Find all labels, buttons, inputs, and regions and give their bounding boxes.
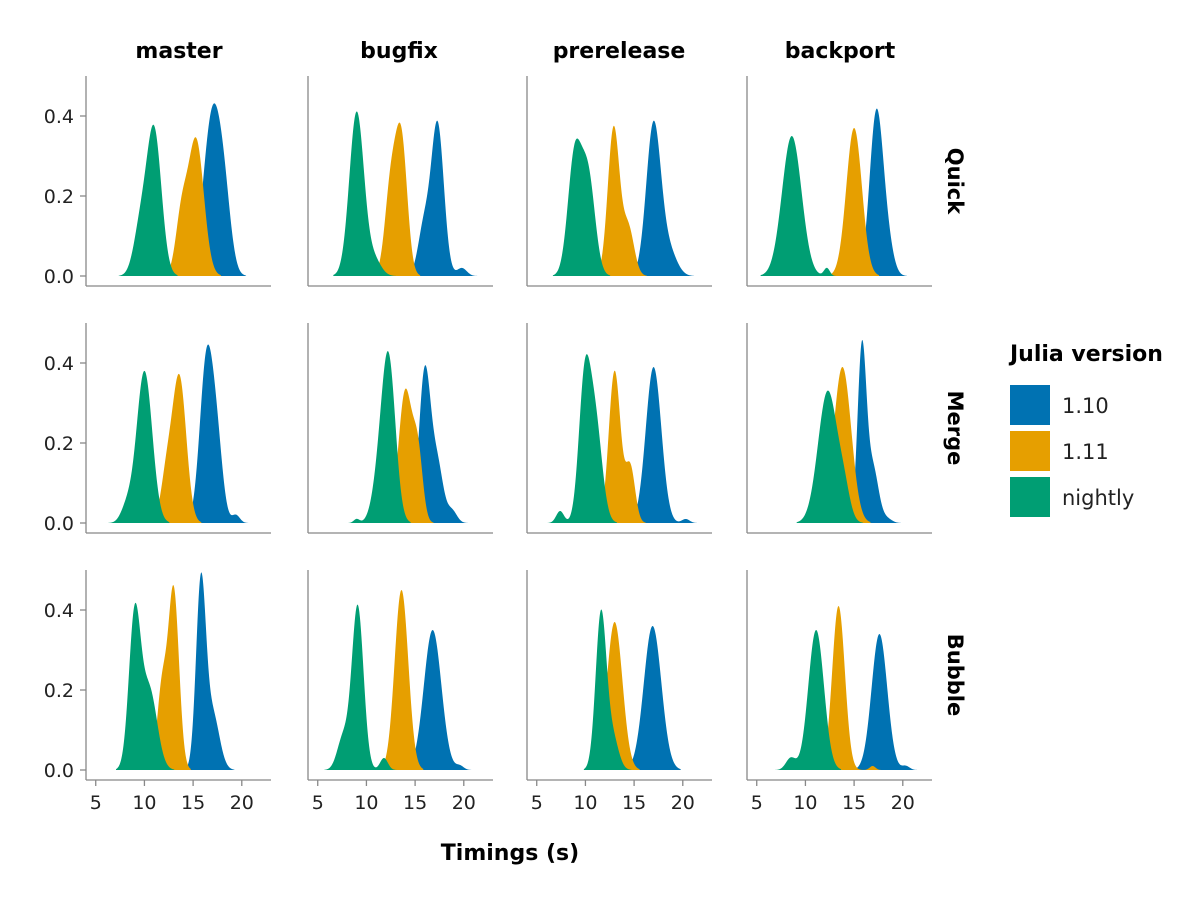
density-nightly-merge-prerelease: [547, 354, 617, 523]
density-1-11-quick-bugfix: [372, 122, 421, 276]
density-1-10-merge-prerelease: [628, 367, 699, 523]
density-nightly-bubble-bugfix: [324, 604, 397, 770]
panel-quick-master: 0.0 0.2 0.4: [44, 76, 271, 288]
x-tick-label: 10: [132, 792, 156, 814]
density-nightly-quick-master: [118, 124, 178, 276]
panel-quick-bugfix: [307, 76, 493, 287]
panel-bubble-bugfix: 5 10 15 20: [307, 570, 493, 814]
legend-label-nightly: nightly: [1062, 486, 1134, 510]
x-tick-label: 15: [622, 792, 646, 814]
panel-merge-master: 0.0 0.2 0.4: [44, 323, 271, 535]
density-1-10-bubble-master: [185, 572, 235, 770]
panel-bubble-backport: 5 10 15 20: [746, 570, 932, 814]
legend-label-1-10: 1.10: [1062, 394, 1109, 418]
density-nightly-quick-prerelease: [552, 138, 611, 276]
x-tick-label: 15: [181, 792, 205, 814]
column-title-prerelease: prerelease: [553, 39, 686, 64]
legend: Julia version 1.10 1.11 nightly: [1008, 342, 1163, 517]
column-titles: master bugfix prerelease backport: [135, 39, 895, 64]
y-tick-label: 0.0: [44, 513, 74, 535]
legend-swatch-1-11: [1010, 431, 1050, 471]
x-tick-label: 20: [671, 792, 695, 814]
x-tick-label: 20: [230, 792, 254, 814]
y-tick-label: 0.4: [44, 353, 74, 375]
y-tick-label: 0.4: [44, 106, 74, 128]
density-nightly-bubble-master: [115, 602, 175, 770]
row-titles: Quick Merge Bubble: [943, 148, 967, 716]
panel-bubble-prerelease: 5 10 15 20: [526, 570, 712, 814]
density-nightly-bubble-prerelease: [583, 609, 632, 770]
y-tick-label: 0.2: [44, 680, 74, 702]
x-tick-label: 10: [793, 792, 817, 814]
x-tick-label: 10: [354, 792, 378, 814]
x-tick-label: 15: [403, 792, 427, 814]
legend-swatch-nightly: [1010, 477, 1050, 517]
density-1-11-quick-master: [162, 137, 221, 276]
row-title-quick: Quick: [943, 148, 967, 215]
panel-quick-backport: [746, 76, 932, 287]
legend-items: 1.10 1.11 nightly: [1010, 385, 1134, 517]
density-1-11-quick-prerelease: [594, 125, 647, 276]
density-1-10-merge-backport: [847, 339, 903, 523]
density-1-10-quick-prerelease: [630, 120, 695, 276]
density-1-10-bubble-prerelease: [624, 626, 681, 770]
density-nightly-quick-bugfix: [333, 111, 397, 276]
density-1-11-quick-backport: [829, 128, 880, 276]
density-nightly-merge-backport: [796, 390, 864, 523]
y-tick-label: 0.2: [44, 186, 74, 208]
y-tick-label: 0.0: [44, 266, 74, 288]
density-1-11-bubble-bugfix: [379, 590, 424, 770]
panel-merge-prerelease: [526, 323, 712, 534]
legend-label-1-11: 1.11: [1062, 440, 1109, 464]
density-nightly-bubble-backport: [775, 630, 842, 770]
density-nightly-quick-backport: [760, 136, 837, 276]
panel-merge-backport: [746, 323, 932, 534]
density-1-11-bubble-backport: [818, 606, 882, 770]
row-title-bubble: Bubble: [943, 634, 967, 716]
panel-quick-prerelease: [526, 76, 712, 287]
panels: 0.0 0.2 0.4 0.0 0.2 0.4 0.0 0.2 0.4 5 10 15 20 5 10 15 2…: [44, 76, 932, 814]
y-tick-label: 0.0: [44, 760, 74, 782]
legend-swatch-1-10: [1010, 385, 1050, 425]
x-tick-label: 5: [751, 792, 763, 814]
density-nightly-merge-master: [108, 370, 170, 523]
density-1-11-merge-prerelease: [595, 370, 646, 523]
x-tick-label: 5: [90, 792, 102, 814]
x-tick-label: 5: [531, 792, 543, 814]
density-1-10-quick-bugfix: [405, 120, 478, 276]
legend-title: Julia version: [1008, 342, 1163, 367]
x-axis-label: Timings (s): [441, 841, 579, 866]
x-tick-label: 15: [842, 792, 866, 814]
density-1-10-bubble-backport: [854, 634, 919, 770]
density-1-10-quick-backport: [854, 108, 907, 276]
density-1-10-merge-master: [184, 344, 249, 523]
column-title-master: master: [135, 39, 222, 64]
column-title-backport: backport: [785, 39, 896, 64]
panel-merge-bugfix: [307, 323, 493, 534]
panel-bubble-master: 0.0 0.2 0.4 5 10 15 20: [44, 570, 271, 814]
density-1-10-bubble-bugfix: [404, 630, 473, 770]
row-title-merge: Merge: [943, 391, 967, 466]
x-tick-label: 20: [891, 792, 915, 814]
x-tick-label: 20: [452, 792, 476, 814]
density-1-11-bubble-master: [146, 585, 191, 770]
x-tick-label: 10: [573, 792, 597, 814]
density-nightly-merge-bugfix: [347, 351, 411, 523]
column-title-bugfix: bugfix: [360, 39, 438, 64]
y-tick-label: 0.2: [44, 433, 74, 455]
y-tick-label: 0.4: [44, 600, 74, 622]
density-1-11-merge-master: [148, 373, 202, 523]
x-tick-label: 5: [312, 792, 324, 814]
